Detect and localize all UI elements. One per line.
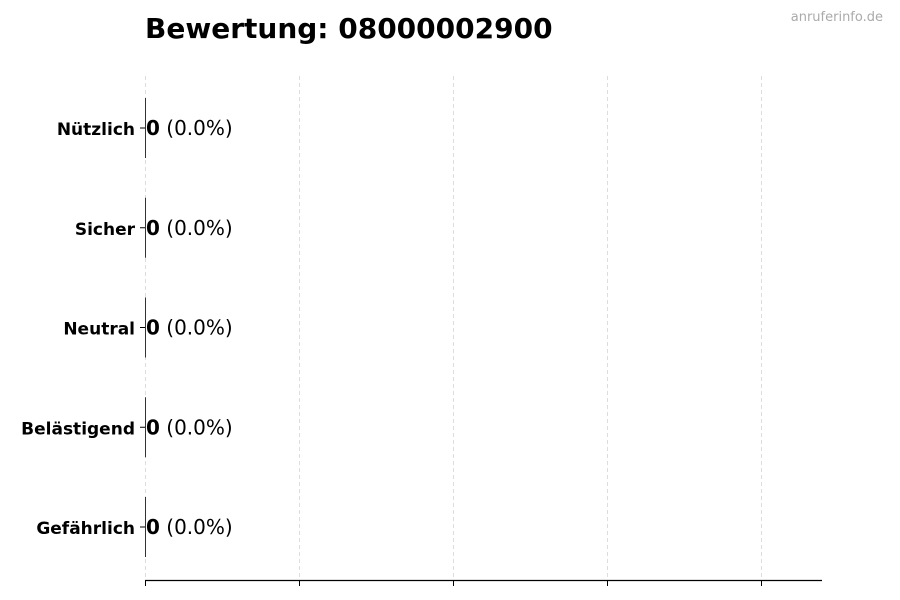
data-label: 0 (0.0%): [146, 116, 233, 140]
data-label-count: 0: [146, 316, 160, 340]
bar: [145, 197, 146, 258]
bar: [145, 497, 146, 557]
data-label-count: 0: [146, 216, 160, 240]
data-label: 0 (0.0%): [146, 316, 233, 340]
data-label-count: 0: [146, 116, 160, 140]
y-tick-label: Belästigend: [21, 419, 135, 439]
y-tick-label: Gefährlich: [36, 519, 135, 539]
data-label-percent: (0.0%): [160, 216, 233, 240]
data-label: 0 (0.0%): [146, 415, 233, 439]
y-tick-label: Neutral: [63, 320, 135, 340]
y-tick-label: Sicher: [75, 220, 136, 240]
data-label-count: 0: [146, 515, 160, 539]
bar: [145, 397, 146, 458]
data-label: 0 (0.0%): [146, 515, 233, 539]
y-tick-label: Nützlich: [57, 120, 135, 140]
chart-title: Bewertung: 08000002900: [145, 12, 553, 45]
data-label-percent: (0.0%): [160, 116, 233, 140]
watermark: anruferinfo.de: [790, 10, 883, 25]
data-label: 0 (0.0%): [146, 216, 233, 240]
bar: [145, 297, 146, 358]
data-label-percent: (0.0%): [160, 316, 233, 340]
data-label-count: 0: [146, 415, 160, 439]
bar: [145, 98, 146, 158]
data-label-percent: (0.0%): [160, 515, 233, 539]
data-label-percent: (0.0%): [160, 415, 233, 439]
